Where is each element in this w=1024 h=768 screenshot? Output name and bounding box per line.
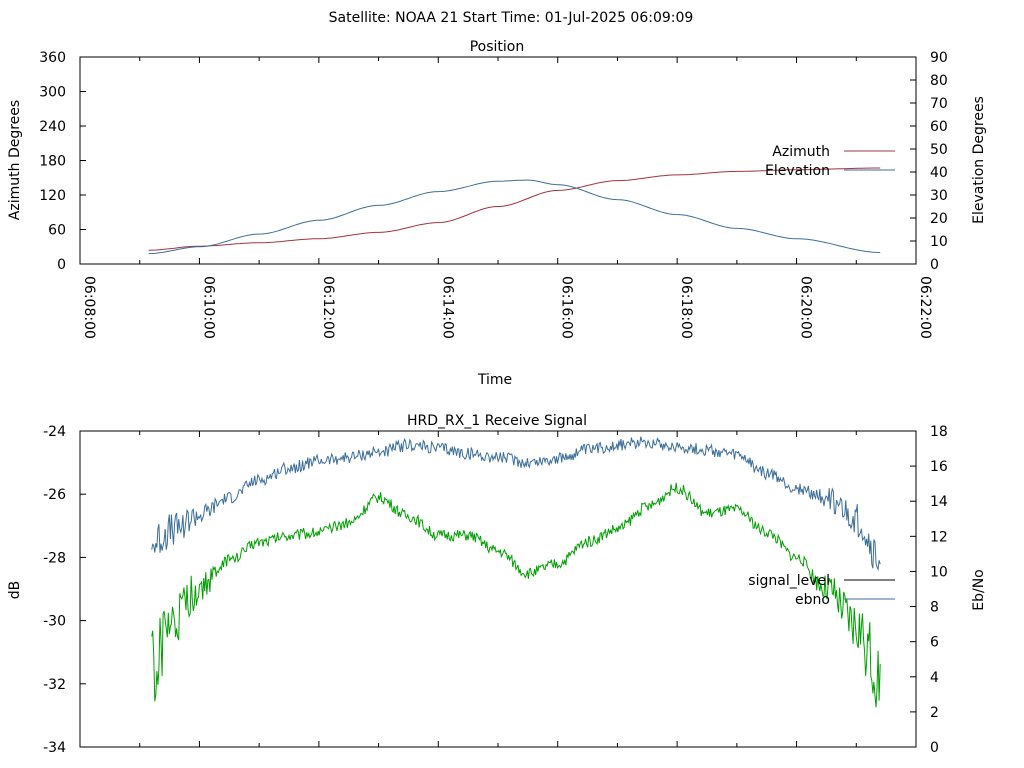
y-tick-label: -24 bbox=[43, 424, 66, 440]
ebno-tick-labels: 0 2 4 6 8 10 12 14 16 18 bbox=[930, 424, 948, 756]
y2-tick-label: 14 bbox=[930, 494, 948, 510]
position-plot-frame bbox=[79, 56, 917, 265]
y2-tick-label: 18 bbox=[930, 424, 948, 440]
y-tick-label: 360 bbox=[39, 50, 66, 66]
y2-tick-label: 16 bbox=[930, 459, 948, 475]
y-tick-label: 240 bbox=[39, 119, 66, 135]
time-axis-label: Time bbox=[477, 372, 512, 388]
y-tick-label: -34 bbox=[43, 740, 66, 756]
y-tick-label: 60 bbox=[48, 223, 66, 239]
y2-tick-label: 70 bbox=[930, 96, 948, 112]
legend-label-elevation: Elevation bbox=[765, 163, 830, 179]
position-chart-title: Position bbox=[470, 39, 525, 55]
position-axis-ticks bbox=[79, 56, 917, 265]
y2-tick-label: 8 bbox=[930, 600, 939, 616]
x-tick-label: 06:20:00 bbox=[798, 276, 814, 339]
y-tick-label: -30 bbox=[43, 614, 66, 630]
y-tick-label: -28 bbox=[43, 550, 66, 566]
x-tick-label: 06:14:00 bbox=[439, 276, 455, 339]
legend-label-azimuth: Azimuth bbox=[772, 144, 830, 160]
y2-tick-label: 90 bbox=[930, 50, 948, 66]
y2-tick-label: 2 bbox=[930, 705, 939, 721]
y2-tick-label: 40 bbox=[930, 165, 948, 181]
position-chart: Position 0 60 120 180 240 300 360 0 10 20 30 40 50 6… bbox=[7, 39, 987, 388]
receive-plot-frame bbox=[79, 430, 917, 748]
legend-label-ebno: ebno bbox=[795, 592, 830, 608]
x-tick-label: 06:12:00 bbox=[320, 276, 336, 339]
y2-tick-label: 0 bbox=[930, 740, 939, 756]
y2-tick-label: 6 bbox=[930, 635, 939, 651]
y-tick-label: 0 bbox=[57, 257, 66, 273]
x-tick-label: 06:08:00 bbox=[81, 276, 97, 339]
receive-signal-chart-title: HRD_RX_1 Receive Signal bbox=[407, 413, 587, 429]
y2-tick-label: 80 bbox=[930, 73, 948, 89]
y2-tick-label: 10 bbox=[930, 564, 948, 580]
y2-tick-label: 30 bbox=[930, 188, 948, 204]
ebno-series-line bbox=[151, 436, 881, 572]
y2-tick-label: 50 bbox=[930, 142, 948, 158]
x-tick-label: 06:16:00 bbox=[559, 276, 575, 339]
azimuth-axis-label: Azimuth Degrees bbox=[7, 100, 23, 220]
y-tick-label: -26 bbox=[43, 487, 66, 503]
y-tick-label: 180 bbox=[39, 154, 66, 170]
ebno-axis-label: Eb/No bbox=[971, 569, 987, 611]
db-axis-label: dB bbox=[7, 581, 23, 600]
y-tick-label: 120 bbox=[39, 188, 66, 204]
x-tick-label: 06:22:00 bbox=[917, 276, 933, 339]
receive-axis-ticks bbox=[79, 430, 917, 748]
y2-tick-label: 12 bbox=[930, 529, 948, 545]
elevation-axis-label: Elevation Degrees bbox=[971, 96, 987, 224]
y2-tick-label: 0 bbox=[930, 257, 939, 273]
y-tick-label: -32 bbox=[43, 677, 66, 693]
receive-signal-chart: HRD_RX_1 Receive Signal -34-32-30-28-26-… bbox=[7, 413, 987, 756]
y-tick-label: 300 bbox=[39, 85, 66, 101]
x-tick-label: 06:18:00 bbox=[678, 276, 694, 339]
green-signal-series-line bbox=[151, 482, 881, 708]
x-tick-label: 06:10:00 bbox=[200, 276, 216, 339]
elevation-tick-labels: 0 10 20 30 40 50 60 70 80 90 bbox=[930, 50, 948, 273]
azimuth-series-line bbox=[148, 167, 881, 251]
figure-title: Satellite: NOAA 21 Start Time: 01-Jul-20… bbox=[329, 10, 694, 26]
y2-tick-label: 60 bbox=[930, 119, 948, 135]
y2-tick-label: 4 bbox=[930, 670, 939, 686]
elevation-series-line bbox=[148, 179, 881, 255]
y2-tick-label: 20 bbox=[930, 211, 948, 227]
y2-tick-label: 10 bbox=[930, 234, 948, 250]
time-tick-labels: 06:08:00 06:10:00 06:12:00 06:14:00 06:16:00… bbox=[81, 276, 933, 339]
azimuth-tick-labels: 0 60 120 180 240 300 360 bbox=[39, 50, 66, 273]
db-tick-labels: -34 -32 -30 -28 -26 -24 bbox=[43, 424, 66, 756]
legend-label-signal-level: signal_level bbox=[748, 573, 830, 589]
